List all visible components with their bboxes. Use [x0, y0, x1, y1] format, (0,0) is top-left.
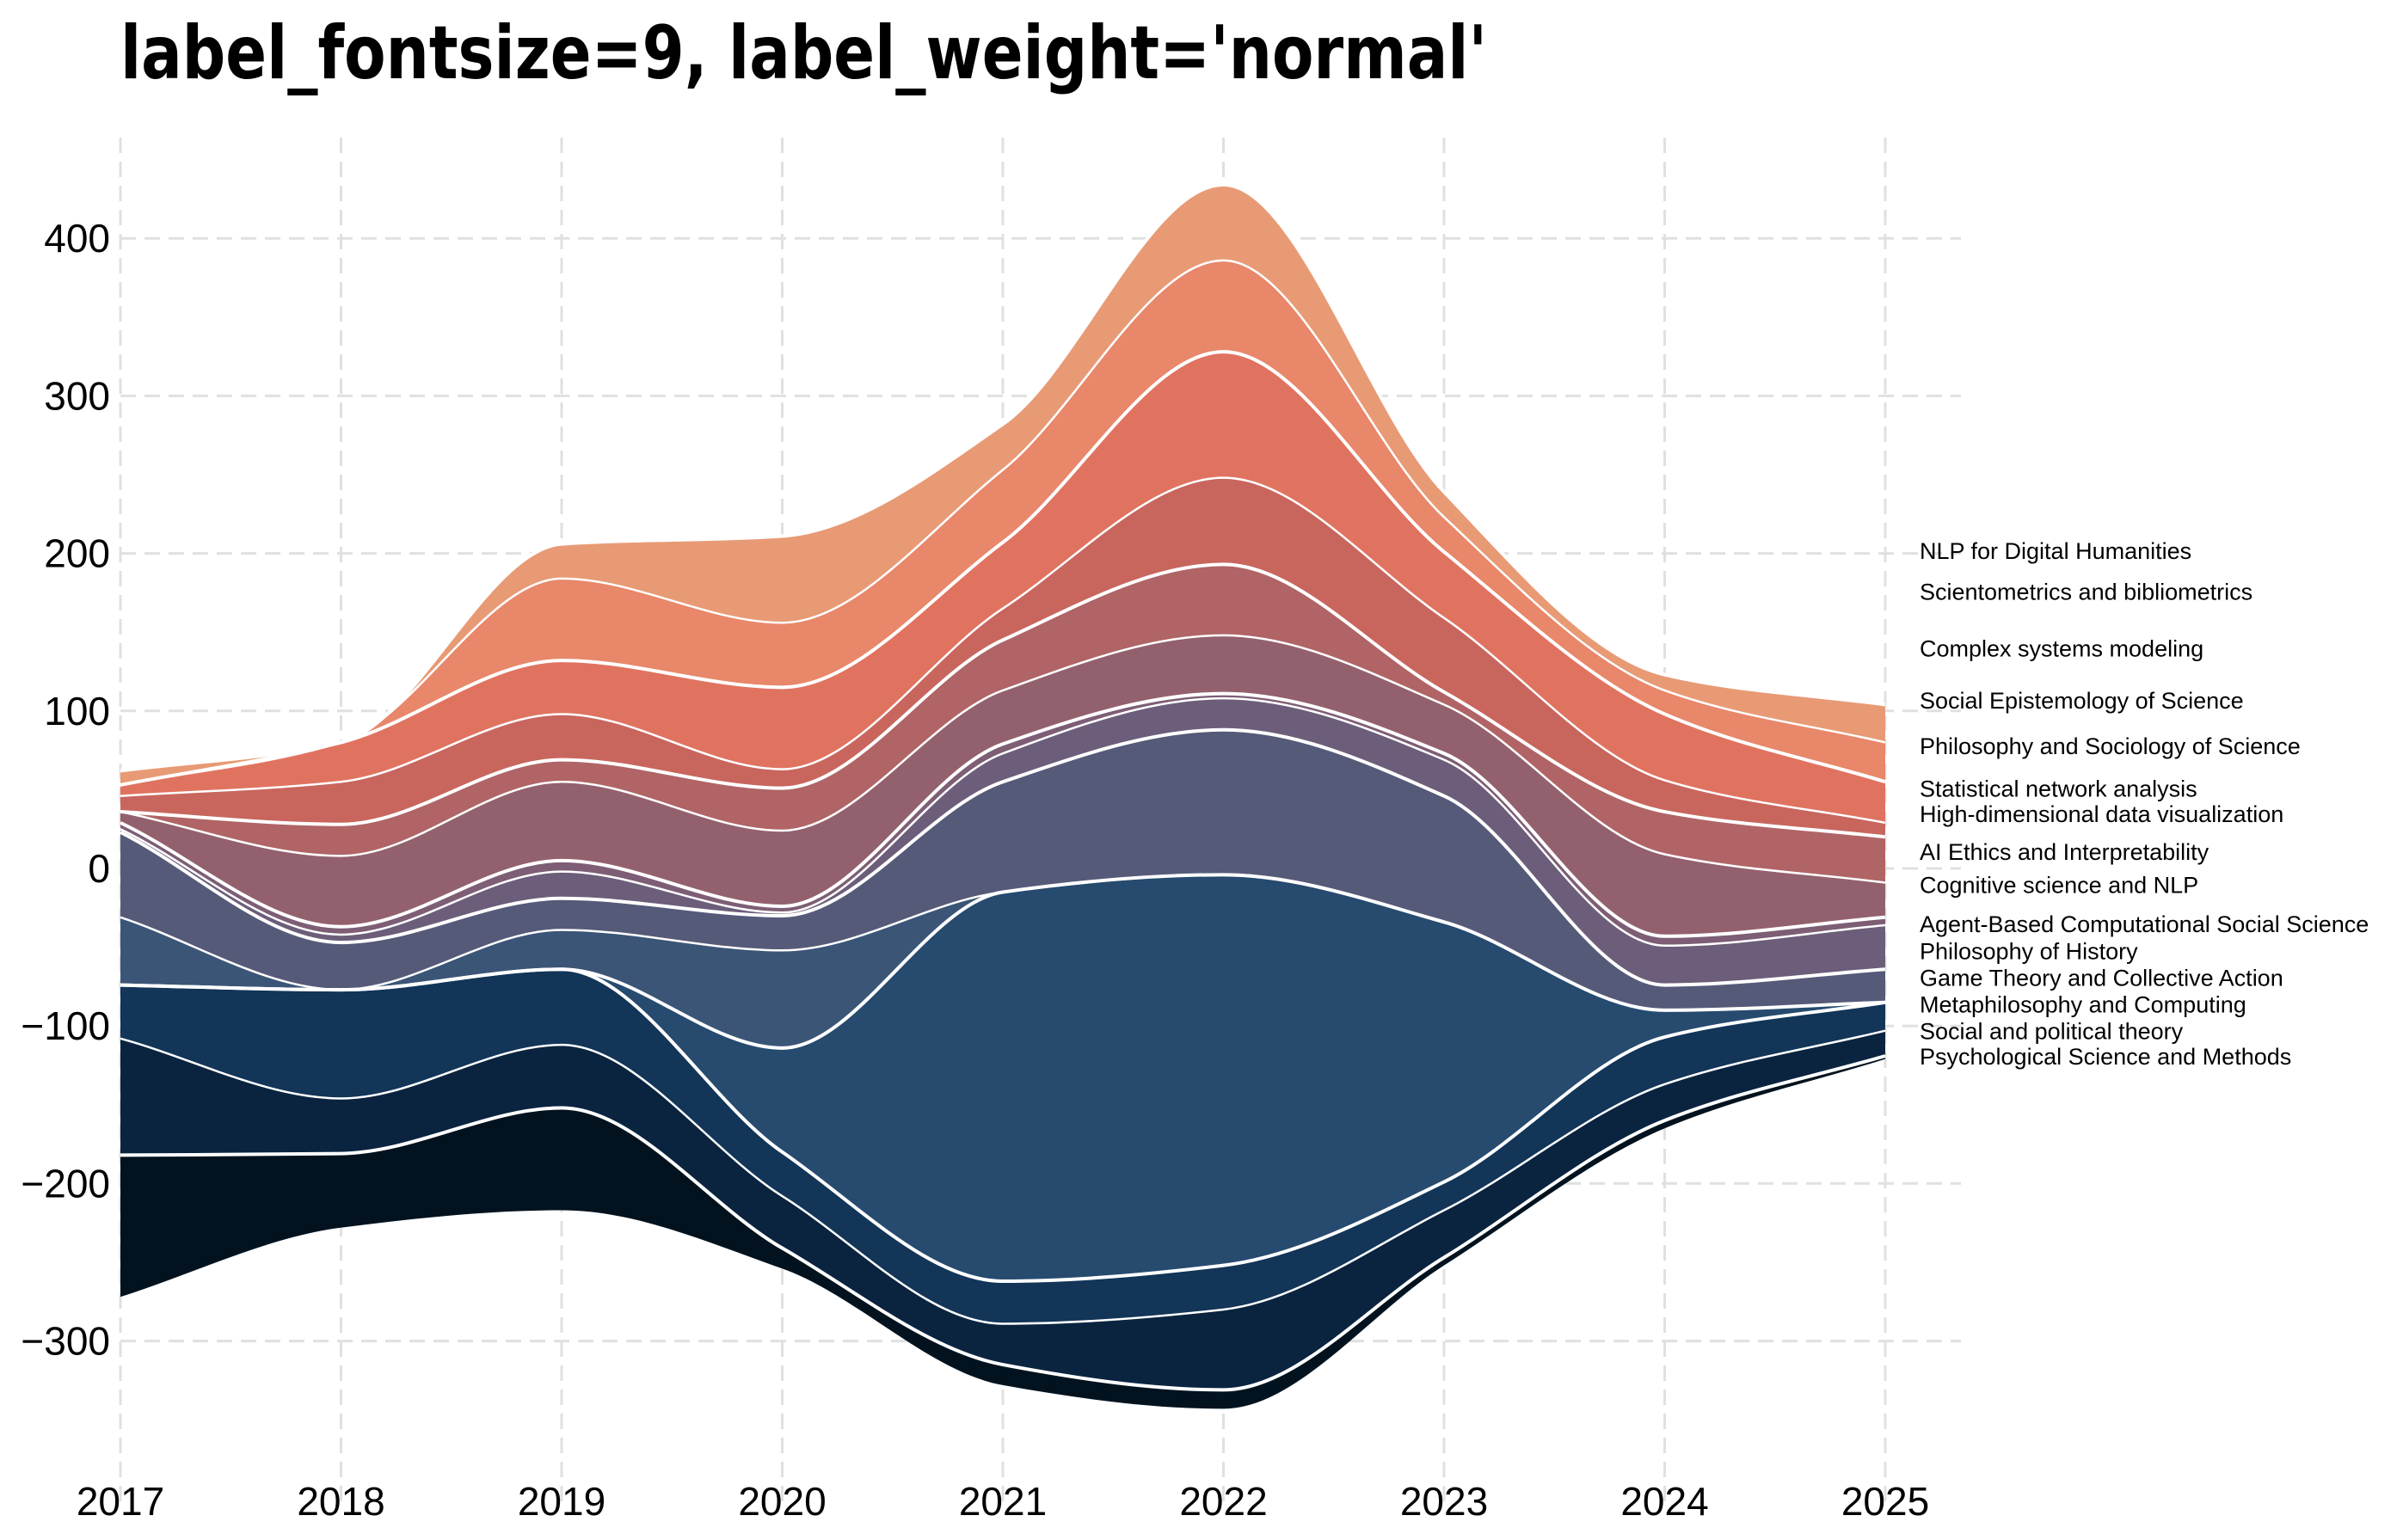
y-tick-label: 300 [44, 373, 110, 418]
stream-boundary-line [120, 691, 1886, 938]
x-tick-label: 2024 [1620, 1479, 1708, 1524]
series-label: AI Ethics and Interpretability [1920, 839, 2210, 865]
stream-area-scientometrics-and-bibliometrics [120, 352, 1885, 823]
chart-title: label_fontsize=9, label_weight='normal' [120, 10, 1488, 96]
x-tick-label: 2021 [959, 1479, 1047, 1524]
stream-area-complex-systems-modeling [120, 477, 1885, 837]
stream-boundary-line [120, 727, 1886, 987]
series-labels: NLP for Digital Humanities Scientometrics… [1920, 538, 2369, 1070]
series-label: Psychological Science and Methods [1920, 1044, 2291, 1070]
stream-boundaries [120, 182, 1886, 1392]
stream-boundary-line [120, 562, 1886, 839]
stream-area-game-theory-and-collective-action [120, 969, 1885, 1324]
y-tick-label: −100 [21, 1003, 110, 1048]
stream-area-high-dimensional-data-visualization [120, 698, 1885, 985]
x-tick-label: 2025 [1841, 1479, 1929, 1524]
series-label: Game Theory and Collective Action [1920, 965, 2283, 991]
y-tick-label: −200 [21, 1161, 110, 1206]
stream-area-social-epistemology-of-science [120, 564, 1885, 883]
y-tick-label: 400 [44, 216, 110, 261]
stream-area-philosophy-and-sociology-of-science [120, 635, 1885, 936]
y-tick-label: 0 [88, 846, 110, 891]
series-label: Social Epistemology of Science [1920, 688, 2244, 714]
series-label: Cognitive science and NLP [1920, 872, 2198, 898]
x-tick-label: 2020 [738, 1479, 826, 1524]
x-tick-label: 2022 [1179, 1479, 1267, 1524]
stream-area-psychological-science-and-methods [120, 1056, 1885, 1409]
series-label: Philosophy of History [1920, 938, 2138, 964]
x-tick-label: 2017 [77, 1479, 164, 1524]
stream-boundary-line [120, 259, 1886, 787]
stream-boundary-line [120, 1054, 1886, 1392]
x-tick-label: 2023 [1400, 1479, 1488, 1524]
stream-boundary-line [120, 874, 1886, 1012]
series-label: Social and political theory [1920, 1019, 2184, 1045]
series-label: Agent-Based Computational Social Science [1920, 911, 2369, 937]
stream-area-cognitive-science-and-nlp [120, 874, 1885, 1048]
stream-boundary-line [120, 1029, 1886, 1325]
stream-boundary-line [120, 350, 1886, 787]
stream-area-ai-ethics-and-interpretability [120, 729, 1885, 1010]
stream-area-statistical-network-analysis [120, 693, 1885, 946]
y-tick-label: 100 [44, 689, 110, 733]
series-label: Metaphilosophy and Computing [1920, 992, 2246, 1018]
y-tick-label: 200 [44, 531, 110, 576]
y-tick-label: −300 [21, 1319, 110, 1364]
series-label: Complex systems modeling [1920, 636, 2203, 662]
stream-boundary-line [120, 182, 1886, 773]
series-label: Philosophy and Sociology of Science [1920, 733, 2301, 759]
x-tick-label: 2019 [518, 1479, 605, 1524]
stream-boundary-line [120, 696, 1886, 948]
x-tick-label: 2018 [297, 1479, 384, 1524]
stream-area-agent-based-computational-social-science [120, 874, 1885, 1281]
stream-areas [120, 184, 1885, 1409]
stream-area-nlp-for-digital-humanities [120, 260, 1885, 785]
series-label: Statistical network analysis [1920, 776, 2197, 802]
series-label: High-dimensional data visualization [1920, 801, 2283, 827]
stream-boundary-line [120, 634, 1886, 884]
stream-boundary-line [120, 476, 1886, 825]
axis-labels: 2017 2018 2019 2020 2021 2022 2023 2024 2025 400 3… [21, 216, 1929, 1524]
series-label: Scientometrics and bibliometrics [1920, 580, 2253, 605]
series-label: NLP for Digital Humanities [1920, 538, 2191, 564]
